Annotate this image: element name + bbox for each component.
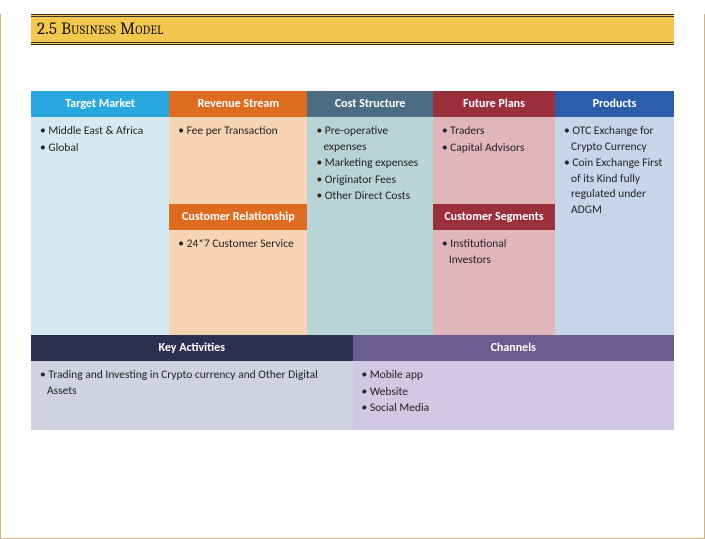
canvas-column: Target MarketMiddle East & AfricaGlobal (31, 91, 169, 335)
canvas-column: Future PlansTradersCapital AdvisorsCusto… (433, 91, 555, 335)
block-body: Trading and Investing in Crypto currency… (31, 361, 353, 430)
block-body: OTC Exchange for Crypto CurrencyCoin Exc… (555, 117, 674, 335)
canvas-column: Cost StructurePre-operative expensesMark… (307, 91, 432, 335)
list-item: Mobile app (369, 368, 670, 384)
list-item: Global (47, 141, 164, 157)
list-item: Fee per Transaction (185, 124, 302, 140)
list-item: Social Media (369, 401, 670, 417)
section-heading: 2.5 Business Model (31, 14, 674, 45)
list-item: Originator Fees (323, 173, 427, 189)
list-item: Traders (449, 124, 550, 140)
block-header: Products (555, 91, 674, 117)
business-model-canvas: Target MarketMiddle East & AfricaGlobalR… (31, 91, 674, 430)
block-body: TradersCapital Advisors (433, 117, 555, 204)
block-header: Key Activities (31, 335, 353, 361)
block-body: Institutional Investors (433, 230, 555, 335)
canvas-top-row: Target MarketMiddle East & AfricaGlobalR… (31, 91, 674, 335)
list-item: Coin Exchange First of its Kind fully re… (571, 156, 669, 218)
block-header: Cost Structure (307, 91, 432, 117)
list-item: Other Direct Costs (323, 189, 427, 205)
canvas-bottom-row: Key Activities Trading and Investing in C… (31, 335, 674, 430)
block-header: Target Market (31, 91, 169, 117)
list-item: Website (369, 385, 670, 401)
list-item: Marketing expenses (323, 156, 427, 172)
canvas-column: Key Activities Trading and Investing in C… (31, 335, 353, 430)
list-item: Capital Advisors (449, 141, 550, 157)
list-item: Trading and Investing in Crypto currency… (47, 368, 348, 399)
canvas-column: ProductsOTC Exchange for Crypto Currency… (555, 91, 674, 335)
block-header: Future Plans (433, 91, 555, 117)
list-item: OTC Exchange for Crypto Currency (571, 124, 669, 155)
block-header: Customer Segments (433, 204, 555, 230)
block-body: Fee per Transaction (169, 117, 307, 204)
canvas-column: ChannelsMobile appWebsiteSocial Media (353, 335, 675, 430)
block-header: Revenue Stream (169, 91, 307, 117)
block-body: 24*7 Customer Service (169, 230, 307, 335)
block-header: Customer Relationship (169, 204, 307, 230)
list-item: Pre-operative expenses (323, 124, 427, 155)
block-body: Mobile appWebsiteSocial Media (353, 361, 675, 430)
block-body: Pre-operative expensesMarketing expenses… (307, 117, 432, 335)
block-header: Channels (353, 335, 675, 361)
section-heading-text: 2.5 Business Model (37, 20, 163, 39)
block-body: Middle East & AfricaGlobal (31, 117, 169, 335)
canvas-column: Revenue Stream Fee per Transaction Custome… (169, 91, 307, 335)
list-item: 24*7 Customer Service (185, 237, 302, 253)
list-item: Middle East & Africa (47, 124, 164, 140)
list-item: Institutional Investors (449, 237, 550, 268)
